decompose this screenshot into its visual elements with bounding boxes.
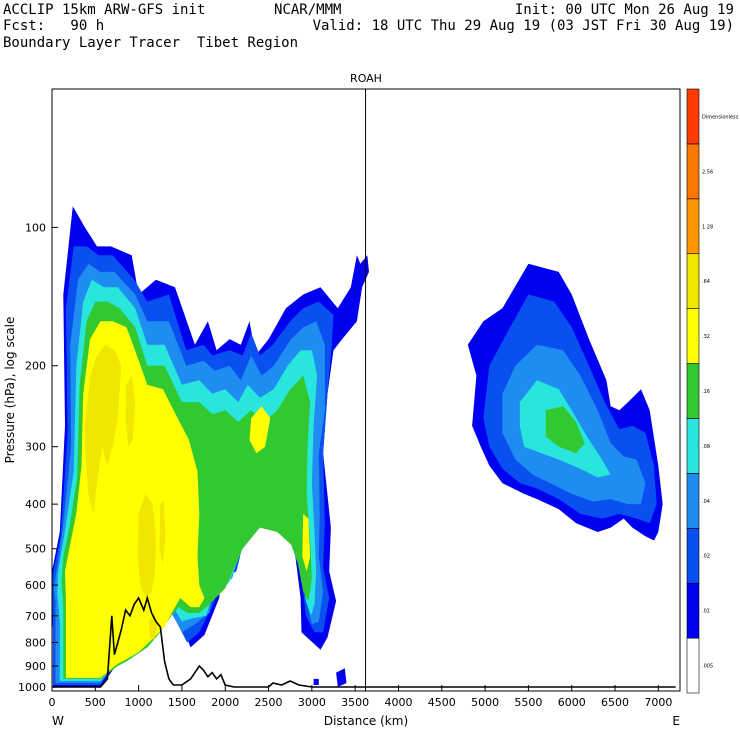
header-line2-left: Fcst: 90 h — [3, 18, 105, 34]
tracer-region-p01-1 — [336, 668, 347, 687]
colorbar-label: .02 — [702, 554, 710, 560]
tracer-region-p64-19 — [159, 499, 166, 564]
colorbar-swatch — [686, 527, 700, 584]
tracer-region-p32-14 — [302, 513, 311, 572]
x-tick-label: 2000 — [211, 696, 239, 709]
header-line2-right: Valid: 18 UTC Thu 29 Aug 19 (03 JST Fri … — [312, 18, 734, 34]
header-line1-right: Init: 00 UTC Mon 26 Aug 19 — [514, 2, 734, 18]
colorbar-swatch — [686, 418, 700, 474]
y-tick-label: 800 — [25, 636, 46, 649]
colorbar-label: .04 — [702, 499, 710, 505]
colorbar-swatch — [686, 473, 700, 529]
x-axis-ticks: 0 500 1000 1500 2000 2500 3000 3500 4000 4500 5000… — [49, 685, 672, 709]
x-tick-label: 3500 — [341, 696, 369, 709]
colorbar-swatch — [686, 308, 700, 364]
x-tick-label: 5500 — [514, 696, 542, 709]
terrain-profile-line — [52, 595, 676, 688]
colorbar-label: 2.56 — [702, 169, 713, 175]
x-tick-label: 2500 — [255, 696, 283, 709]
colorbar-label: .64 — [702, 279, 710, 285]
y-axis-title: Pressure (hPa), log scale — [3, 317, 17, 464]
chart-title: ROAH — [350, 72, 382, 85]
colorbar-label: .16 — [702, 389, 710, 395]
x-tick-label: 6500 — [601, 696, 629, 709]
colorbar-label: 1.28 — [702, 224, 713, 230]
tracer-contour-fills — [52, 206, 663, 688]
tracer-region-p64-16 — [125, 375, 136, 447]
colorbar-label: .005 — [702, 664, 713, 670]
x-tick-label: 5000 — [471, 696, 499, 709]
tracer-region-p16-11 — [545, 406, 585, 454]
colorbar-swatch — [686, 363, 700, 419]
y-axis-ticks: 100 200 300 400 500 600 700 800 900 1000 — [18, 221, 58, 694]
y-tick-label: 1000 — [18, 681, 46, 694]
tracer-region-p64-15 — [84, 344, 122, 514]
colorbar: .005 .01 .02 .04 .08 .16 .32 .64 1.28 2.56 Dimensi… — [686, 88, 739, 694]
x-tick-label: 6000 — [558, 696, 586, 709]
y-tick-label: 700 — [25, 610, 46, 623]
x-tick-label: 0 — [49, 696, 56, 709]
x-tick-label: 1000 — [125, 696, 153, 709]
colorbar-label: .01 — [702, 609, 710, 615]
x-axis-title: Distance (km) — [324, 714, 408, 728]
x-tick-label: 1500 — [168, 696, 196, 709]
plot-frame — [51, 88, 681, 692]
colorbar-swatch — [686, 582, 700, 639]
x-tick-label: 500 — [85, 696, 106, 709]
colorbar-label: .08 — [702, 444, 710, 450]
y-tick-label: 900 — [25, 660, 46, 673]
header-line3-left: Boundary Layer Tracer Tibet Region — [3, 35, 299, 51]
west-end-label: W — [52, 714, 64, 728]
colorbar-swatch — [686, 198, 700, 255]
x-tick-label: 4000 — [384, 696, 412, 709]
tracer-region-p64-17 — [137, 493, 156, 598]
x-tick-label: 3000 — [298, 696, 326, 709]
east-end-label: E — [672, 714, 680, 728]
x-tick-label: 7000 — [644, 696, 672, 709]
colorbar-label: Dimensionless — [702, 114, 739, 120]
y-tick-label: 500 — [25, 543, 46, 556]
colorbar-swatch — [686, 637, 700, 694]
header-line1-left: ACCLIP 15km ARW-GFS init — [3, 2, 206, 18]
y-tick-label: 300 — [25, 441, 46, 454]
colorbar-swatch — [686, 143, 700, 200]
header-line1-center: NCAR/MMM — [274, 2, 342, 18]
y-tick-label: 400 — [25, 498, 46, 511]
colorbar-swatch — [686, 88, 700, 145]
tracer-region-p32-13 — [249, 406, 271, 454]
x-tick-label: 4500 — [428, 696, 456, 709]
colorbar-label: .32 — [702, 334, 710, 340]
colorbar-swatch — [686, 253, 700, 309]
tracer-region-p01-2 — [313, 678, 319, 685]
y-tick-label: 100 — [25, 221, 46, 234]
y-tick-label: 200 — [25, 360, 46, 373]
y-tick-label: 600 — [25, 579, 46, 592]
